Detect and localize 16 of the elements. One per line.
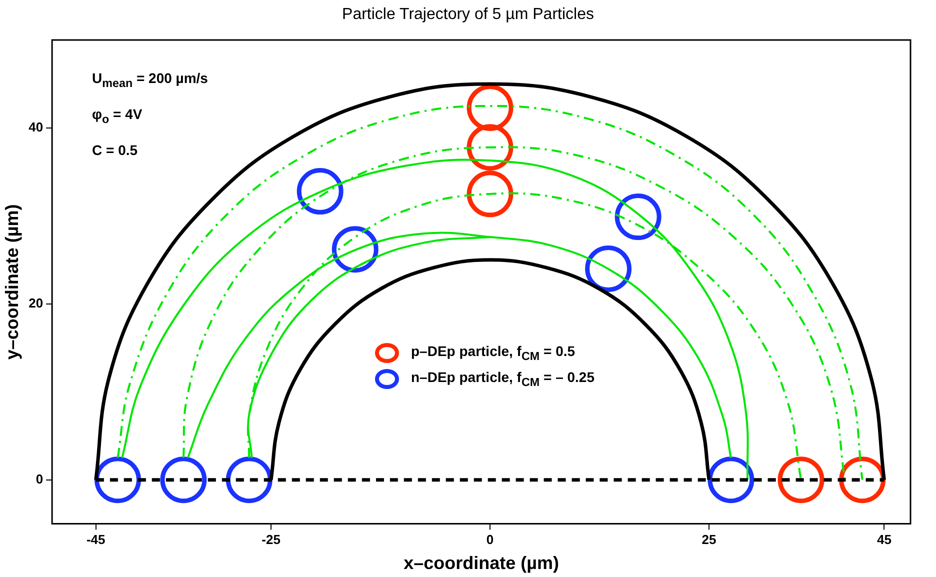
x-axis-title: x–coordinate (µm) — [404, 553, 559, 574]
y-tick-label: 40 — [28, 120, 44, 135]
x-tick-label: 0 — [486, 532, 494, 548]
annotation: C = 0.5 — [92, 142, 139, 158]
x-tick-label: 45 — [876, 532, 892, 548]
y-tick-label: 0 — [36, 471, 44, 486]
y-tick-label: 20 — [28, 295, 44, 310]
legend-label: p–DEp particle, f$_{CM}$ = 0.5 — [411, 343, 576, 363]
legend-label: n–DEp particle, f$_{CM}$ = – 0.25 — [411, 369, 594, 389]
chart-title: Particle Trajectory of 5 µm Particles — [341, 6, 595, 24]
x-tick-label: -45 — [86, 532, 106, 548]
x-tick-label: -25 — [262, 532, 280, 548]
x-tick-label: 25 — [702, 532, 716, 548]
y-axis-title: y–coordinate (µm) — [2, 204, 22, 360]
annotation: φ$_{o}$ = 4V — [92, 106, 144, 126]
annotation: U$_{mean}$ = 200 µm/s — [92, 70, 208, 90]
